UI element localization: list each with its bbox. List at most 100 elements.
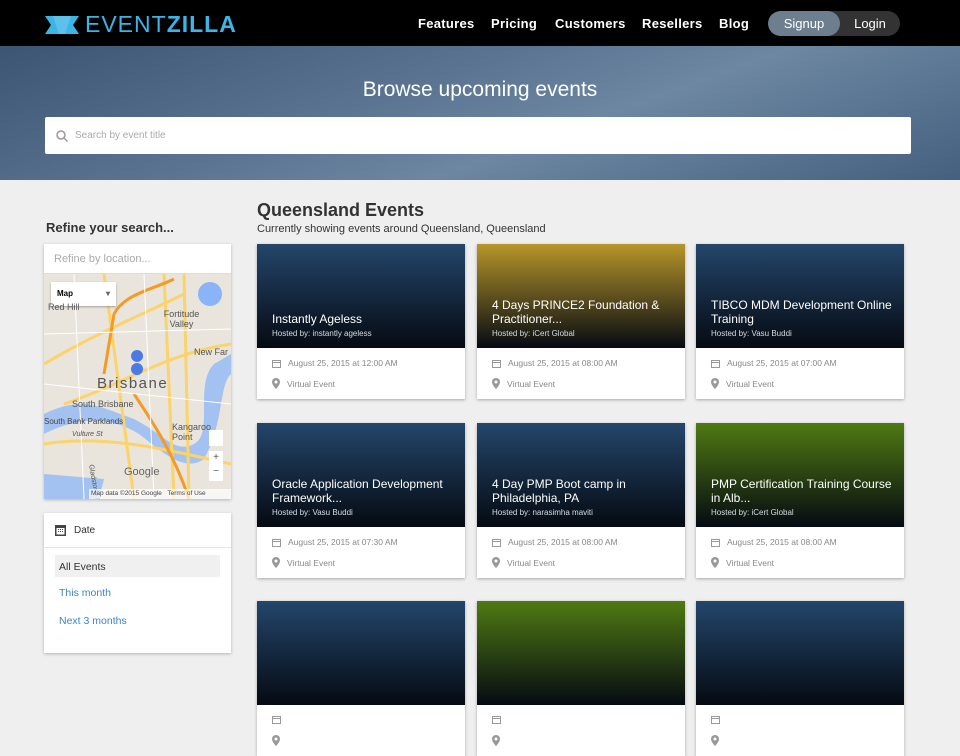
map-label: South Bank Parklands <box>44 417 124 426</box>
map-label: Google <box>124 466 160 478</box>
refine-title: Refine your search... <box>46 220 174 235</box>
ticket-logo-icon <box>45 15 79 34</box>
top-navbar: EVENT ZILLA Features Pricing Customers Re… <box>0 0 960 46</box>
event-card[interactable] <box>477 601 685 756</box>
event-host: Hosted by: instantly ageless <box>272 329 372 338</box>
signup-button[interactable]: Signup <box>768 11 840 36</box>
map-zoom-controls: + − <box>209 451 223 481</box>
location-pin-icon <box>272 735 280 746</box>
event-host: Hosted by: iCert Global <box>711 508 794 517</box>
calendar-icon <box>711 716 720 724</box>
location-pin-icon <box>492 557 500 568</box>
nav-resellers[interactable]: Resellers <box>642 16 703 31</box>
event-host: Hosted by: Vasu Buddi <box>272 508 353 517</box>
location-pin-icon <box>492 378 500 389</box>
map-view[interactable]: Map ▾ Red Hill Fortitude Valley New Far B… <box>44 274 231 499</box>
event-location: Virtual Event <box>492 557 555 568</box>
nav-features[interactable]: Features <box>418 16 475 31</box>
event-cover: TIBCO MDM Development Online Training Ho… <box>696 244 904 348</box>
street-view-pegman-icon[interactable] <box>209 430 223 446</box>
event-date <box>492 715 508 724</box>
dropdown-arrow-icon: ▾ <box>105 289 110 298</box>
map-label: Red Hill <box>48 302 80 312</box>
location-pin-icon <box>492 735 500 746</box>
event-date: August 25, 2015 at 07:00 AM <box>711 358 837 368</box>
event-cover <box>257 601 465 705</box>
calendar-icon <box>272 716 281 724</box>
login-button[interactable]: Login <box>854 16 886 31</box>
event-location: Virtual Event <box>711 378 774 389</box>
zoom-in-button[interactable]: + <box>213 452 219 463</box>
event-cover: 4 Days PRINCE2 Foundation & Practitioner… <box>477 244 685 348</box>
event-card[interactable]: Oracle Application Development Framework… <box>257 423 465 578</box>
eventzilla-logo[interactable]: EVENT ZILLA <box>45 11 237 38</box>
event-title[interactable]: Oracle Application Development Framework… <box>272 477 443 505</box>
calendar-icon <box>711 538 720 547</box>
map-label: South Brisbane <box>72 399 134 409</box>
event-location: Virtual Event <box>711 557 774 568</box>
hero-banner: Browse upcoming events Search by event t… <box>0 46 960 180</box>
location-input[interactable]: Refine by location... <box>44 244 231 274</box>
zoom-out-button[interactable]: − <box>213 466 219 477</box>
event-title[interactable]: 4 Day PMP Boot camp in Philadelphia, PA <box>492 477 626 505</box>
account-icon[interactable] <box>198 282 222 306</box>
map-label: Vulture St <box>72 431 103 438</box>
event-card[interactable]: PMP Certification Training Course in Alb… <box>696 423 904 578</box>
location-pin-icon <box>711 557 719 568</box>
location-panel: Refine by location... Map ▾ Red Hill Fort… <box>44 244 231 499</box>
event-location: Virtual Event <box>272 378 335 389</box>
location-pin-icon <box>711 378 719 389</box>
event-card[interactable] <box>257 601 465 756</box>
event-host: Hosted by: iCert Global <box>492 329 575 338</box>
event-location <box>492 735 507 746</box>
date-option-this-month[interactable]: This month <box>59 587 111 599</box>
event-host: Hosted by: narasimha maviti <box>492 508 593 517</box>
event-date: August 25, 2015 at 07:30 AM <box>272 537 398 547</box>
terms-link[interactable]: Terms of Use <box>167 490 206 497</box>
event-title[interactable]: PMP Certification Training Course in Alb… <box>711 477 892 505</box>
date-option-all-events[interactable]: All Events <box>55 555 220 577</box>
event-cover: PMP Certification Training Course in Alb… <box>696 423 904 527</box>
event-cover: Oracle Application Development Framework… <box>257 423 465 527</box>
map-attribution: Map data ©2015 Google Terms of Use <box>89 489 231 499</box>
event-cover: Instantly Ageless Hosted by: instantly a… <box>257 244 465 348</box>
location-pin-icon <box>711 735 719 746</box>
calendar-icon <box>492 538 501 547</box>
calendar-icon <box>711 359 720 368</box>
date-filter-panel: Date All Events This month Next 3 months <box>44 513 231 653</box>
nav-blog[interactable]: Blog <box>719 16 750 31</box>
location-pin-icon <box>272 557 280 568</box>
event-date <box>272 715 288 724</box>
nav-pricing[interactable]: Pricing <box>491 16 538 31</box>
event-cover <box>477 601 685 705</box>
map-label: Brisbane <box>97 375 169 392</box>
map-type-select[interactable]: Map ▾ <box>51 282 116 306</box>
event-location: Virtual Event <box>272 557 335 568</box>
calendar-icon <box>272 538 281 547</box>
event-date <box>711 715 727 724</box>
map-label: Kangaroo Point <box>172 422 212 442</box>
calendar-icon <box>492 359 501 368</box>
event-card[interactable]: Instantly Ageless Hosted by: instantly a… <box>257 244 465 399</box>
event-card[interactable]: 4 Day PMP Boot camp in Philadelphia, PA … <box>477 423 685 578</box>
event-title[interactable]: TIBCO MDM Development Online Training <box>711 298 892 326</box>
page-title: Queensland Events <box>257 200 425 220</box>
event-card[interactable]: 4 Days PRINCE2 Foundation & Practitioner… <box>477 244 685 399</box>
nav-customers[interactable]: Customers <box>555 16 626 31</box>
event-title[interactable]: 4 Days PRINCE2 Foundation & Practitioner… <box>492 298 660 326</box>
location-pin-icon <box>272 378 280 389</box>
calendar-icon <box>55 525 66 536</box>
event-cover <box>696 601 904 705</box>
event-search-input[interactable]: Search by event title <box>45 117 911 154</box>
event-date: August 25, 2015 at 08:00 AM <box>492 358 618 368</box>
auth-toggle: Signup Login <box>768 11 900 36</box>
event-card[interactable]: TIBCO MDM Development Online Training Ho… <box>696 244 904 399</box>
date-option-next-3-months[interactable]: Next 3 months <box>59 615 127 627</box>
hero-title: Browse upcoming events <box>362 78 598 101</box>
search-icon <box>56 129 68 142</box>
event-date: August 25, 2015 at 12:00 AM <box>272 358 398 368</box>
event-date: August 25, 2015 at 08:00 AM <box>711 537 837 547</box>
event-title[interactable]: Instantly Ageless <box>272 312 363 326</box>
event-card[interactable] <box>696 601 904 756</box>
event-cover: 4 Day PMP Boot camp in Philadelphia, PA … <box>477 423 685 527</box>
